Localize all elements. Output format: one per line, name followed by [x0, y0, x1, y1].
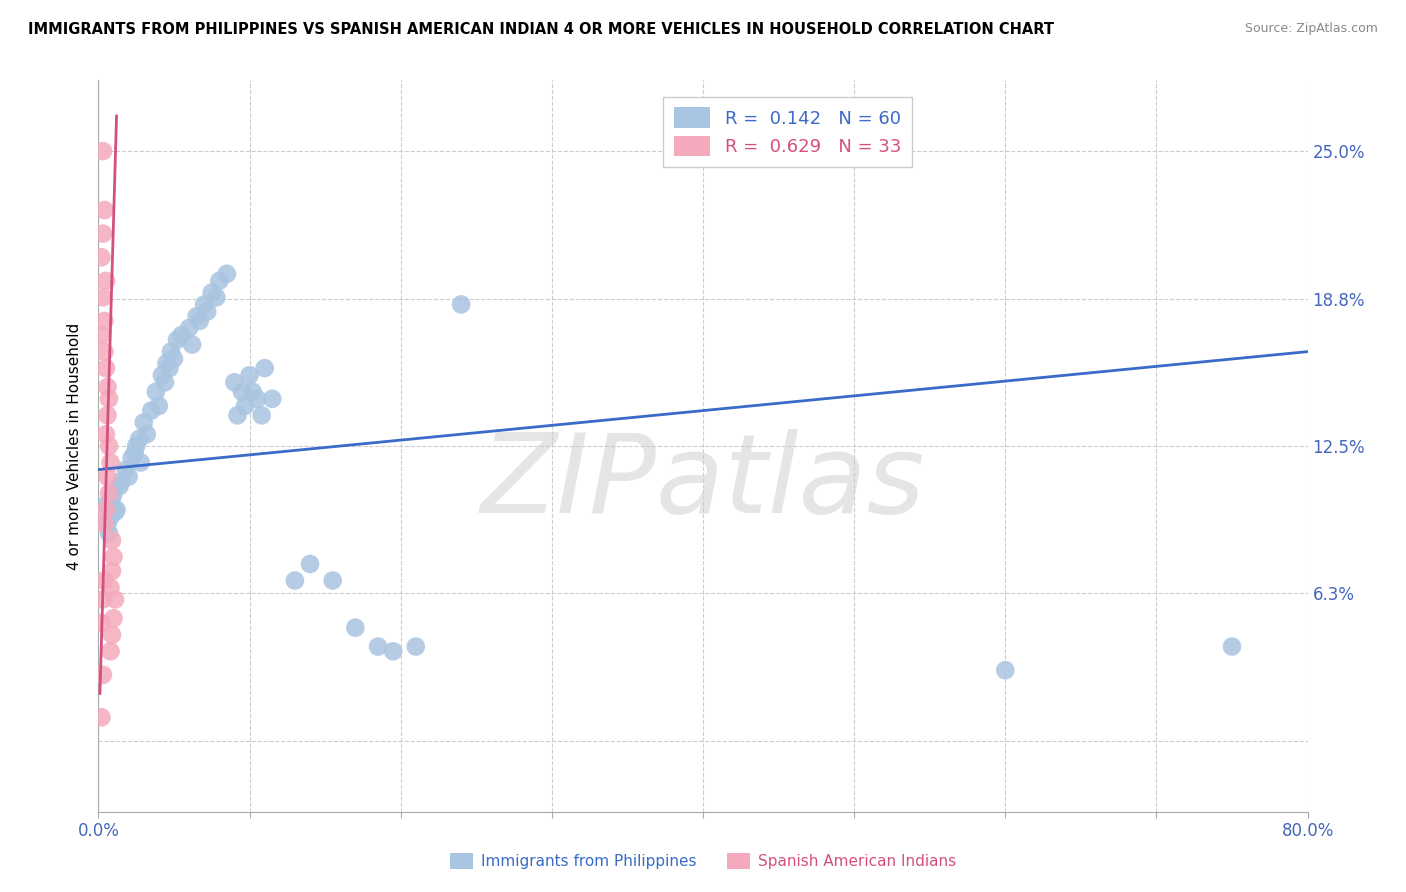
Point	[108, 479, 131, 493]
Point	[105, 502, 128, 516]
Point	[94, 498, 117, 512]
Point	[124, 446, 146, 460]
Point	[94, 361, 117, 376]
Point	[98, 392, 121, 406]
Point	[93, 516, 115, 531]
Point	[242, 384, 264, 399]
Point	[128, 432, 150, 446]
Point	[100, 581, 122, 595]
Point	[160, 344, 183, 359]
Point	[118, 469, 141, 483]
Point	[195, 304, 218, 318]
Point	[231, 384, 253, 399]
Y-axis label: 4 or more Vehicles in Household: 4 or more Vehicles in Household	[67, 322, 83, 570]
Legend: Immigrants from Philippines, Spanish American Indians: Immigrants from Philippines, Spanish Ame…	[444, 847, 962, 875]
Point	[93, 344, 115, 359]
Point	[101, 533, 124, 548]
Point	[100, 509, 122, 524]
Point	[94, 502, 117, 516]
Point	[246, 392, 269, 406]
Point	[101, 628, 124, 642]
Point	[1220, 640, 1243, 654]
Point	[104, 505, 127, 519]
Point	[233, 399, 256, 413]
Point	[91, 227, 114, 241]
Point	[93, 574, 115, 588]
Point	[98, 439, 121, 453]
Point	[253, 361, 276, 376]
Point	[98, 486, 121, 500]
Point	[90, 615, 112, 630]
Point	[91, 668, 114, 682]
Point	[125, 439, 148, 453]
Point	[91, 290, 114, 304]
Point	[159, 361, 181, 376]
Point	[103, 486, 125, 500]
Point	[179, 321, 201, 335]
Point	[205, 290, 228, 304]
Point	[121, 450, 143, 465]
Point	[201, 285, 224, 300]
Point	[101, 491, 124, 505]
Point	[150, 368, 173, 383]
Point	[104, 592, 127, 607]
Point	[284, 574, 307, 588]
Point	[215, 267, 238, 281]
Point	[132, 416, 155, 430]
Point	[114, 462, 136, 476]
Point	[93, 202, 115, 217]
Point	[96, 469, 118, 483]
Point	[94, 427, 117, 442]
Point	[170, 328, 193, 343]
Point	[110, 475, 132, 489]
Point	[90, 710, 112, 724]
Point	[90, 328, 112, 343]
Point	[226, 409, 249, 423]
Point	[382, 644, 405, 658]
Point	[98, 526, 121, 541]
Point	[239, 368, 262, 383]
Point	[91, 592, 114, 607]
Point	[208, 274, 231, 288]
Point	[94, 274, 117, 288]
Point	[367, 640, 389, 654]
Point	[93, 314, 115, 328]
Point	[96, 380, 118, 394]
Point	[193, 297, 215, 311]
Point	[100, 456, 122, 470]
Point	[101, 564, 124, 578]
Point	[129, 456, 152, 470]
Point	[145, 384, 167, 399]
Point	[181, 337, 204, 351]
Point	[135, 427, 157, 442]
Point	[148, 399, 170, 413]
Point	[96, 409, 118, 423]
Point	[100, 644, 122, 658]
Point	[250, 409, 273, 423]
Point	[166, 333, 188, 347]
Point	[90, 250, 112, 264]
Legend: R =  0.142   N = 60, R =  0.629   N = 33: R = 0.142 N = 60, R = 0.629 N = 33	[664, 96, 912, 167]
Text: Source: ZipAtlas.com: Source: ZipAtlas.com	[1244, 22, 1378, 36]
Point	[155, 356, 177, 370]
Text: ZIPatlas: ZIPatlas	[481, 429, 925, 536]
Point	[141, 403, 163, 417]
Point	[91, 144, 114, 158]
Point	[450, 297, 472, 311]
Point	[103, 611, 125, 625]
Point	[405, 640, 427, 654]
Point	[224, 376, 246, 390]
Point	[322, 574, 344, 588]
Point	[186, 310, 208, 324]
Point	[103, 549, 125, 564]
Text: IMMIGRANTS FROM PHILIPPINES VS SPANISH AMERICAN INDIAN 4 OR MORE VEHICLES IN HOU: IMMIGRANTS FROM PHILIPPINES VS SPANISH A…	[28, 22, 1054, 37]
Point	[994, 663, 1017, 677]
Point	[163, 351, 186, 366]
Point	[344, 621, 367, 635]
Point	[153, 376, 176, 390]
Point	[188, 314, 211, 328]
Point	[96, 516, 118, 531]
Point	[262, 392, 284, 406]
Point	[299, 557, 322, 571]
